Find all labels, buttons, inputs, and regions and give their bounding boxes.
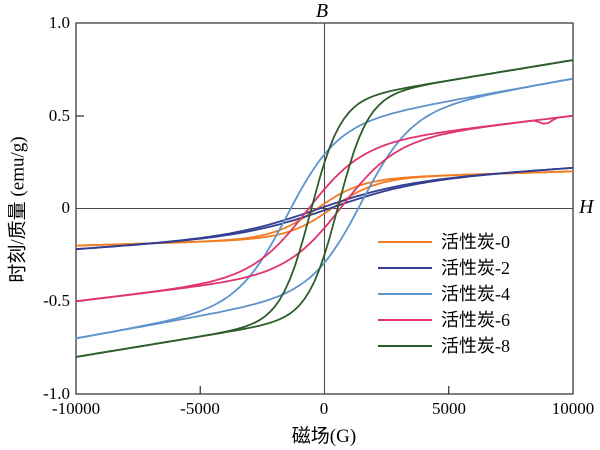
legend-item: 活性炭-2 [378,255,510,281]
x-tick-label: -10000 [51,399,101,418]
legend-label: 活性炭-8 [441,336,510,356]
series-curve [75,59,574,358]
legend-label: 活性炭-2 [441,258,510,278]
y-tick-label: -0.5 [43,291,70,310]
y-tick-label: 0.5 [48,106,70,125]
y-tick-label: -1.0 [43,384,70,403]
legend-label: 活性炭-4 [441,284,510,304]
y-tick-label: 0 [61,198,71,217]
hysteresis-curves [75,59,574,358]
b-axis-annotation: B [315,0,329,22]
legend: 活性炭-0 活性炭-2 活性炭-4 活性炭-6 活性炭-8 [378,229,510,359]
h-axis-annotation: H [579,196,594,218]
legend-label: 活性炭-0 [441,232,510,252]
y-tick-label: 1.0 [48,13,70,32]
legend-item: 活性炭-4 [378,281,510,307]
legend-item: 活性炭-8 [378,333,510,359]
legend-item: 活性炭-0 [378,229,510,255]
series-curve [75,166,574,250]
series-curve [75,77,574,340]
x-tick-label: 0 [319,399,329,418]
legend-item: 活性炭-6 [378,307,510,333]
legend-line-swatch [378,319,432,321]
legend-line-swatch [378,293,432,295]
series-curve [75,114,574,303]
x-axis-title: 磁场(G) [291,426,357,447]
legend-line-swatch [378,345,432,347]
x-tick-label: -5000 [180,399,220,418]
legend-line-swatch [378,241,432,243]
x-tick-label: 5000 [432,399,466,418]
legend-label: 活性炭-6 [441,310,510,330]
legend-line-swatch [378,267,432,269]
y-axis-title: 时刻/质量 (emu/g) [7,136,29,283]
x-tick-label: 10000 [551,399,595,418]
series-curve [75,77,574,340]
